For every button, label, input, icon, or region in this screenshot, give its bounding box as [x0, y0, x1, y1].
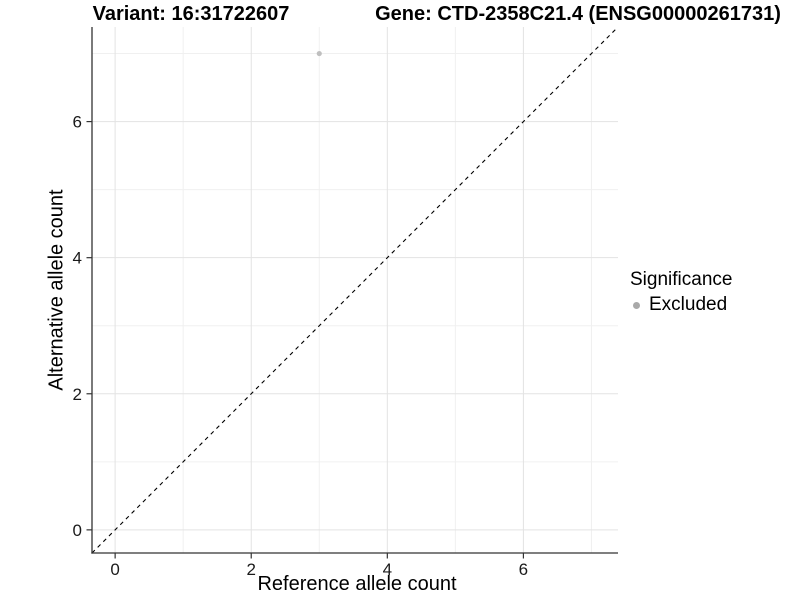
x-tick-label: 4: [383, 560, 392, 579]
y-tick-label: 0: [73, 521, 82, 540]
y-tick-label: 4: [73, 249, 82, 268]
y-tick-label: 6: [73, 113, 82, 132]
x-tick-label: 6: [519, 560, 528, 579]
legend-entry-label: Excluded: [649, 294, 728, 315]
identity-dashed-line: [91, 26, 619, 554]
y-axis-title: Alternative allele count: [45, 189, 68, 391]
x-tick-label: 2: [246, 560, 255, 579]
excluded-point-icon: [633, 301, 640, 309]
legend-entry-excluded: Excluded: [630, 294, 732, 316]
legend-title: Significance: [630, 269, 733, 290]
legend: Significance Excluded: [630, 269, 732, 316]
data-point-excluded: [316, 50, 322, 57]
x-tick-label: 0: [110, 560, 119, 579]
gene-title: Gene: CTD-2358C21.4 (ENSG00000261731): [375, 3, 781, 25]
variant-title: Variant: 16:31722607: [92, 3, 290, 25]
y-tick-label: 2: [73, 385, 82, 404]
x-axis-title: Reference allele count: [257, 573, 457, 595]
